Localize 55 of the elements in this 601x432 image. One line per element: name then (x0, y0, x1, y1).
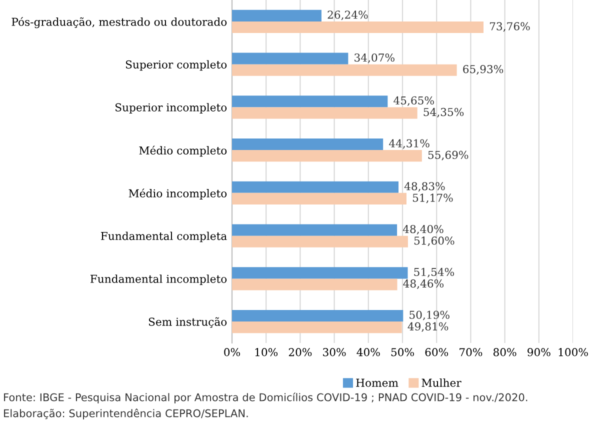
data-label: 51,54% (414, 268, 454, 278)
data-label: 50,19% (410, 310, 450, 320)
bar (232, 236, 408, 248)
x-tick-label: 70% (460, 348, 482, 356)
bar (232, 310, 404, 322)
data-label: 26,24% (328, 10, 368, 20)
x-tick-label: 30% (323, 348, 346, 356)
data-label: 51,60% (414, 236, 454, 246)
data-label: 34,07% (354, 53, 394, 63)
bar (232, 322, 402, 334)
bar (232, 138, 384, 150)
x-tick-label: 20% (288, 348, 312, 356)
bar (232, 192, 406, 205)
bar (232, 224, 398, 236)
x-tick-label: 40% (356, 348, 380, 356)
x-tick-label: 50% (391, 348, 414, 356)
bar (232, 10, 322, 22)
data-label: 55,69% (428, 150, 468, 160)
y-tick-label: Superior completo (126, 60, 227, 71)
data-label: 73,76% (490, 22, 530, 32)
bar (232, 52, 348, 64)
bar (232, 96, 388, 108)
source-note: Fonte: IBGE - Pesquisa Nacional por Amostra de Domicílios COVID-19 ; PNAD COVID-19 - nov./2020. (4, 392, 528, 404)
data-label: 44,31% (388, 139, 430, 149)
data-label: 51,17% (412, 194, 453, 204)
data-label: 45,65% (394, 96, 434, 106)
x-tick-label: 90% (528, 348, 550, 356)
x-tick-label: 0% (224, 348, 240, 356)
bar (232, 21, 484, 34)
data-label: 65,93% (463, 65, 504, 75)
y-tick-label: Fundamental completa (101, 232, 227, 242)
y-tick-label: Pós-graduação, mestrado ou doutorado (12, 17, 227, 28)
legend-label: Homem (356, 378, 398, 387)
bar (232, 107, 418, 119)
bar (232, 181, 399, 193)
data-label: 49,81% (408, 322, 448, 332)
data-label: 48,40% (402, 224, 444, 234)
y-tick-label: Fundamental incompleto (90, 274, 227, 286)
data-label: 48,83% (404, 182, 445, 192)
data-label: 48,46% (403, 279, 444, 289)
y-tick-label: Sem instrução (148, 317, 227, 328)
data-label: 54,35% (424, 108, 464, 118)
bar (232, 150, 422, 162)
bar (232, 64, 457, 76)
y-tick-label: Superior incompleto (116, 103, 227, 114)
x-tick-label: 60% (425, 348, 448, 356)
x-tick-label: 100% (558, 348, 588, 356)
bar (232, 267, 408, 279)
x-tick-label: 80% (493, 348, 516, 356)
bar (232, 278, 398, 290)
y-tick-label: Médio completo (139, 146, 227, 157)
y-tick-label: Médio incompleto (128, 188, 227, 200)
legend-label: Mulher (422, 378, 462, 387)
x-tick-label: 10% (255, 348, 278, 356)
text: Elaboração: Superintendência CEPRO/SEPLAN. (4, 408, 248, 420)
